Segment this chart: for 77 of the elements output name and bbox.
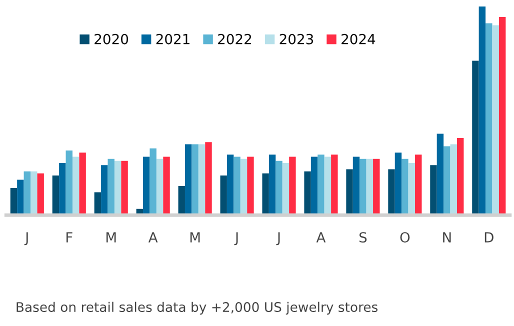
bar: [30, 171, 38, 216]
bar: [72, 156, 80, 216]
bar: [360, 158, 366, 216]
bar: [59, 163, 66, 216]
bar: [234, 156, 240, 216]
bar: [178, 186, 185, 216]
bar: [408, 163, 416, 216]
bar: [268, 154, 276, 216]
bar: [402, 158, 408, 216]
bar: [415, 154, 422, 216]
bar: [226, 154, 234, 216]
bar: [331, 154, 338, 216]
bar: [247, 156, 254, 216]
x-tick-label: J: [276, 232, 280, 246]
x-tick-label: M: [190, 232, 200, 242]
legend-label: 2024: [342, 34, 376, 44]
x-tick-label: S: [359, 232, 367, 243]
bar: [310, 156, 318, 216]
bar: [121, 160, 128, 216]
x-tick-label: F: [66, 232, 72, 242]
bar: [346, 169, 353, 216]
bar: [366, 158, 374, 216]
bar: [66, 150, 72, 216]
bar: [478, 6, 486, 216]
bar: [240, 158, 248, 216]
bar: [52, 176, 60, 216]
text: Based on retail sales data by +2,000 US jewelry stores: [16, 302, 378, 315]
legend-label: 2020: [94, 34, 128, 44]
x-tick-label: A: [148, 232, 158, 242]
x-tick-label: O: [400, 232, 410, 243]
x-tick-label: N: [443, 232, 451, 242]
bar: [101, 165, 108, 216]
bar: [450, 144, 457, 216]
bar: [444, 146, 450, 216]
bar: [220, 176, 227, 216]
x-tick-label: D: [484, 232, 494, 242]
bar: [498, 16, 506, 216]
bar: [436, 134, 444, 216]
bar: [150, 148, 156, 216]
legend-label: 2021: [156, 34, 190, 44]
bar: [472, 60, 479, 216]
bar: [198, 144, 206, 216]
bar: [318, 154, 324, 216]
bar: [304, 171, 311, 216]
bar: [289, 156, 296, 216]
bar: [79, 152, 86, 216]
bar: [492, 25, 499, 216]
x-tick-label: J: [24, 232, 28, 246]
bar: [486, 23, 492, 216]
x-tick-label: M: [106, 232, 116, 242]
bar: [276, 160, 282, 216]
bar: [143, 156, 150, 216]
bar: [388, 169, 395, 216]
bar: [156, 158, 164, 216]
bar: [430, 165, 437, 216]
bar: [324, 156, 332, 216]
bar: [394, 152, 402, 216]
bar: [24, 171, 31, 216]
bar: [163, 156, 170, 216]
bar: [184, 144, 192, 216]
x-tick-label: A: [316, 232, 326, 242]
bar: [17, 180, 24, 216]
bar: [10, 188, 18, 216]
legend-label: 2023: [280, 34, 314, 44]
bar: [37, 173, 44, 216]
bar: [352, 156, 360, 216]
bar: [94, 192, 102, 216]
bar: [282, 163, 290, 216]
bar: [456, 138, 464, 216]
x-tick-label: J: [234, 232, 238, 246]
bar: [114, 160, 122, 216]
bar: [108, 158, 114, 216]
bar: [205, 142, 212, 216]
bar: [192, 144, 198, 216]
legend-label: 2022: [218, 34, 252, 44]
bar: [373, 158, 380, 216]
bar: [262, 173, 269, 216]
